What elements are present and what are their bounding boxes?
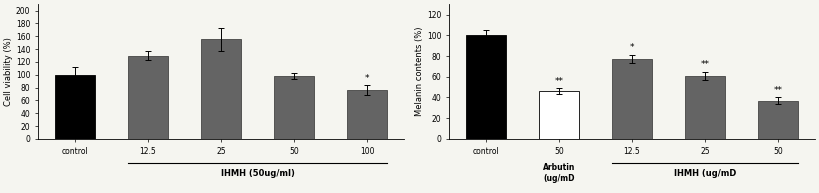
Text: **: ** bbox=[700, 60, 709, 69]
Bar bbox=[128, 56, 168, 139]
Bar bbox=[274, 76, 314, 139]
Text: **: ** bbox=[554, 77, 563, 85]
Text: IHMH (50ug/ml): IHMH (50ug/ml) bbox=[220, 169, 295, 178]
Text: Arbutin
(ug/mD: Arbutin (ug/mD bbox=[543, 163, 575, 183]
Text: *: * bbox=[630, 43, 634, 52]
Bar bbox=[612, 59, 652, 139]
Y-axis label: Melanin contents (%): Melanin contents (%) bbox=[415, 27, 424, 116]
Bar bbox=[55, 75, 95, 139]
Bar bbox=[347, 90, 387, 139]
Text: *: * bbox=[365, 74, 369, 83]
Y-axis label: Cell viability (%): Cell viability (%) bbox=[4, 37, 13, 106]
Bar bbox=[539, 91, 579, 139]
Bar bbox=[466, 35, 506, 139]
Text: IHMH (ug/mD: IHMH (ug/mD bbox=[674, 169, 736, 178]
Bar bbox=[758, 101, 799, 139]
Bar bbox=[201, 40, 241, 139]
Text: **: ** bbox=[774, 86, 783, 95]
Bar bbox=[685, 76, 725, 139]
